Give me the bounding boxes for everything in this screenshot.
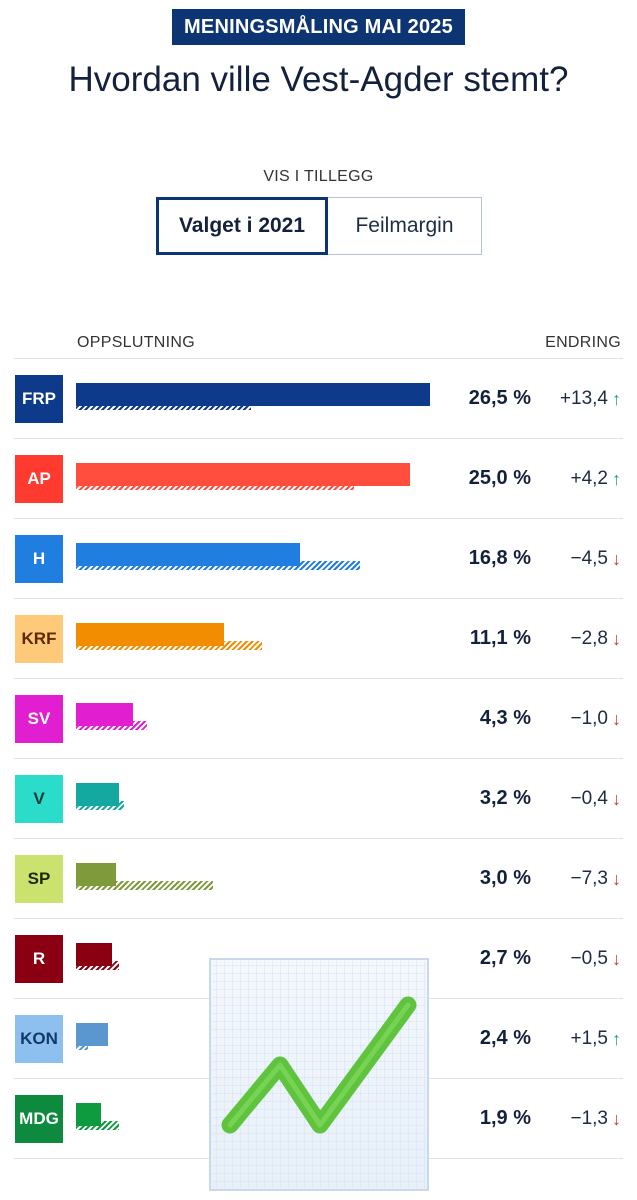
arrow-down-icon: ↓	[612, 788, 621, 809]
bar-area	[76, 1103, 456, 1135]
party-badge-v: V	[15, 775, 63, 823]
change-value: −0,4	[570, 788, 608, 809]
bar-2025-h	[76, 543, 300, 566]
change-value: +1,5	[570, 1028, 608, 1049]
value-label-mdg: 1,9 %	[479, 1107, 531, 1129]
party-row-sp: SP 3,0 % −7,3 ↓	[14, 839, 623, 919]
change-value: −1,3	[570, 1108, 608, 1129]
party-badge-frp: FRP	[15, 375, 63, 423]
bar-area	[76, 543, 456, 575]
party-badge-krf: KRF	[15, 615, 63, 663]
party-row-v: V 3,2 % −0,4 ↓	[14, 759, 623, 839]
value-label-sp: 3,0 %	[479, 867, 531, 889]
bar-area	[76, 1023, 456, 1055]
arrow-down-icon: ↓	[612, 708, 621, 729]
arrow-down-icon: ↓	[612, 1108, 621, 1129]
party-badge-kon: KON	[15, 1015, 63, 1063]
change-label-sv: −1,0 ↓	[570, 708, 621, 730]
toggle-valget-2021[interactable]: Valget i 2021	[156, 197, 328, 255]
arrow-up-icon: ↑	[612, 388, 621, 409]
value-label-h: 16,8 %	[468, 547, 531, 569]
kicker-badge: MENINGSMÅLING MAI 2025	[172, 9, 465, 45]
change-value: −1,0	[570, 708, 608, 729]
column-header-support: OPPSLUTNING	[77, 334, 195, 351]
change-label-krf: −2,8 ↓	[570, 628, 621, 650]
change-label-mdg: −1,3 ↓	[570, 1108, 621, 1130]
change-value: −0,5	[570, 948, 608, 969]
party-row-frp: FRP 26,5 % +13,4 ↑	[14, 359, 623, 439]
change-label-sp: −7,3 ↓	[570, 868, 621, 890]
bar-2025-v	[76, 783, 119, 806]
arrow-down-icon: ↓	[612, 948, 621, 969]
arrow-down-icon: ↓	[612, 628, 621, 649]
value-label-r: 2,7 %	[479, 947, 531, 969]
party-row-h: H 16,8 % −4,5 ↓	[14, 519, 623, 599]
change-label-v: −0,4 ↓	[570, 788, 621, 810]
bar-2025-sp	[76, 863, 116, 886]
party-badge-r: R	[15, 935, 63, 983]
party-row-krf: KRF 11,1 % −2,8 ↓	[14, 599, 623, 679]
bar-area	[76, 783, 456, 815]
page-title: Hvordan ville Vest-Agder stemt?	[68, 60, 569, 99]
value-label-krf: 11,1 %	[469, 627, 531, 649]
bar-area	[76, 383, 456, 415]
bar-area	[76, 623, 456, 655]
party-badge-sp: SP	[15, 855, 63, 903]
bar-area	[76, 943, 456, 975]
bar-2025-krf	[76, 623, 224, 646]
arrow-down-icon: ↓	[612, 548, 621, 569]
party-badge-sv: SV	[15, 695, 63, 743]
change-value: +13,4	[559, 388, 608, 409]
party-row-sv: SV 4,3 % −1,0 ↓	[14, 679, 623, 759]
bar-area	[76, 703, 456, 735]
change-value: −4,5	[570, 548, 608, 569]
bar-area	[76, 863, 456, 895]
bar-2025-frp	[76, 383, 430, 406]
toggle-feilmargin[interactable]: Feilmargin	[328, 197, 482, 255]
change-value: −2,8	[570, 628, 608, 649]
change-label-h: −4,5 ↓	[570, 548, 621, 570]
bar-area	[76, 463, 456, 495]
change-label-ap: +4,2 ↑	[570, 468, 621, 490]
bar-2025-r	[76, 943, 112, 966]
bar-2021-sp	[76, 881, 213, 890]
kicker-wrap: MENINGSMÅLING MAI 2025	[0, 9, 637, 45]
options-label: VIS I TILLEGG	[263, 168, 374, 185]
value-label-kon: 2,4 %	[479, 1027, 531, 1049]
bar-2025-sv	[76, 703, 133, 726]
party-badge-h: H	[15, 535, 63, 583]
party-badge-mdg: MDG	[15, 1095, 63, 1143]
change-label-kon: +1,5 ↑	[570, 1028, 621, 1050]
bar-2025-mdg	[76, 1103, 101, 1126]
arrow-up-icon: ↑	[612, 468, 621, 489]
party-row-ap: AP 25,0 % +4,2 ↑	[14, 439, 623, 519]
value-label-v: 3,2 %	[479, 787, 531, 809]
bar-2025-ap	[76, 463, 410, 486]
value-label-ap: 25,0 %	[468, 467, 531, 489]
comparison-toggle: Valget i 2021 Feilmargin	[156, 197, 482, 255]
value-label-sv: 4,3 %	[479, 707, 531, 729]
bar-2025-kon	[76, 1023, 108, 1046]
change-label-r: −0,5 ↓	[570, 948, 621, 970]
change-value: +4,2	[570, 468, 608, 489]
arrow-down-icon: ↓	[612, 868, 621, 889]
arrow-up-icon: ↑	[612, 1028, 621, 1049]
value-label-frp: 26,5 %	[468, 387, 531, 409]
poll-chart: FRP 26,5 % +13,4 ↑ AP 25,0 % +4,2 ↑ H 16,8 % −4,5 ↓…	[14, 358, 623, 1159]
party-badge-ap: AP	[15, 455, 63, 503]
change-label-frp: +13,4 ↑	[560, 388, 621, 410]
chart-increasing-icon	[209, 958, 429, 1191]
column-header-change: ENDRING	[545, 334, 621, 351]
change-value: −7,3	[570, 868, 608, 889]
